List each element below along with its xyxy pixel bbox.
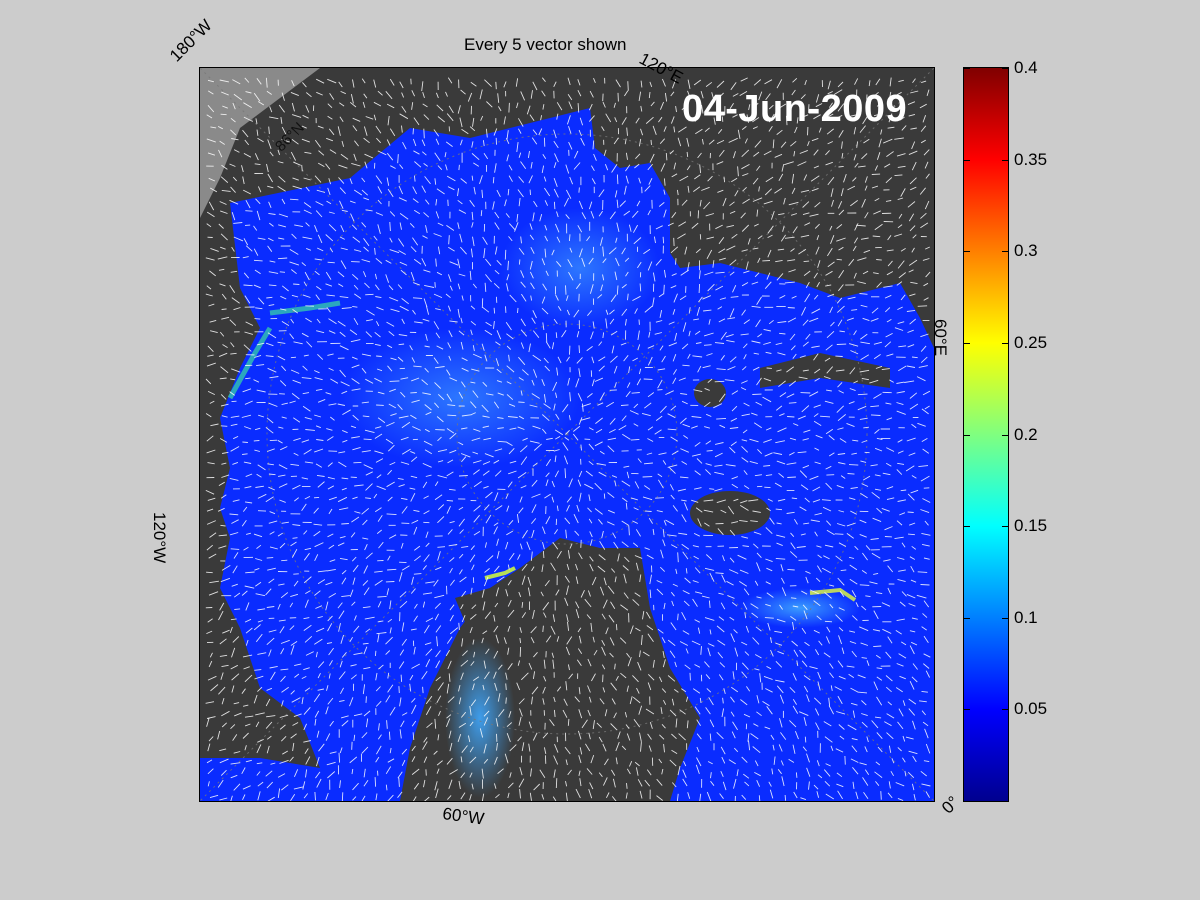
colorbar-tick-label: 0.35 [1014,149,1048,169]
colorbar-tick-label: 0.1 [1014,607,1038,627]
colorbar-tick-mark [1002,68,1008,69]
lon-label-60w: 60°W [441,804,486,829]
ice-drift-vectors [205,77,931,801]
colorbar-tick-mark [964,526,970,528]
island-svalbard [690,491,770,535]
island-novaya [760,353,890,388]
coastal-streak-west [227,300,341,400]
colorbar-tick-mark [1002,434,1008,436]
colorbar-tick-label: 0.3 [1014,241,1038,261]
offmap-region [200,68,320,218]
coastal-streak-greenland [484,566,516,580]
graticule [200,68,934,801]
colorbar-tick-label: 0.05 [1014,699,1048,719]
colorbar-tick-mark [1002,709,1008,711]
colorbar-tick-mark [964,68,970,69]
island-fjl [694,379,726,407]
lon-label-0: 0° [938,792,963,818]
colorbar-tick-mark [1002,617,1008,619]
lon-label-60e: 60°E [931,319,950,357]
date-stamp: 04-Jun-2009 [682,88,908,130]
lon-label-180w: 180°W [166,15,216,66]
colorbar-tick-label: 0.25 [1014,332,1048,352]
colorbar-tick-mark [964,617,970,619]
colorbar-tick-label: 0.4 [1014,58,1038,77]
colorbar-tick-label: 0.15 [1014,516,1048,536]
colorbar-tick-mark [964,251,970,253]
colorbar [963,67,1009,802]
colorbar-tick-mark [1002,251,1008,253]
vector-arrows [205,77,931,801]
colorbar-tick-mark [964,434,970,436]
coastal-streak-east [809,587,857,602]
colorbar-tick-mark [1002,526,1008,528]
colorbar-tick-mark [964,342,970,344]
map-frame [199,67,935,802]
colorbar-tick-mark [1002,342,1008,344]
colorbar-tick-mark [1002,159,1008,161]
lon-label-120w: 120°W [150,512,169,564]
colorbar-tick-label: 0.2 [1014,424,1038,444]
plot-title: Every 5 vector shown [464,35,627,54]
colorbar-tick-mark [964,709,970,711]
colorbar-tick-mark [964,159,970,161]
ice-velocity-field [200,108,934,801]
